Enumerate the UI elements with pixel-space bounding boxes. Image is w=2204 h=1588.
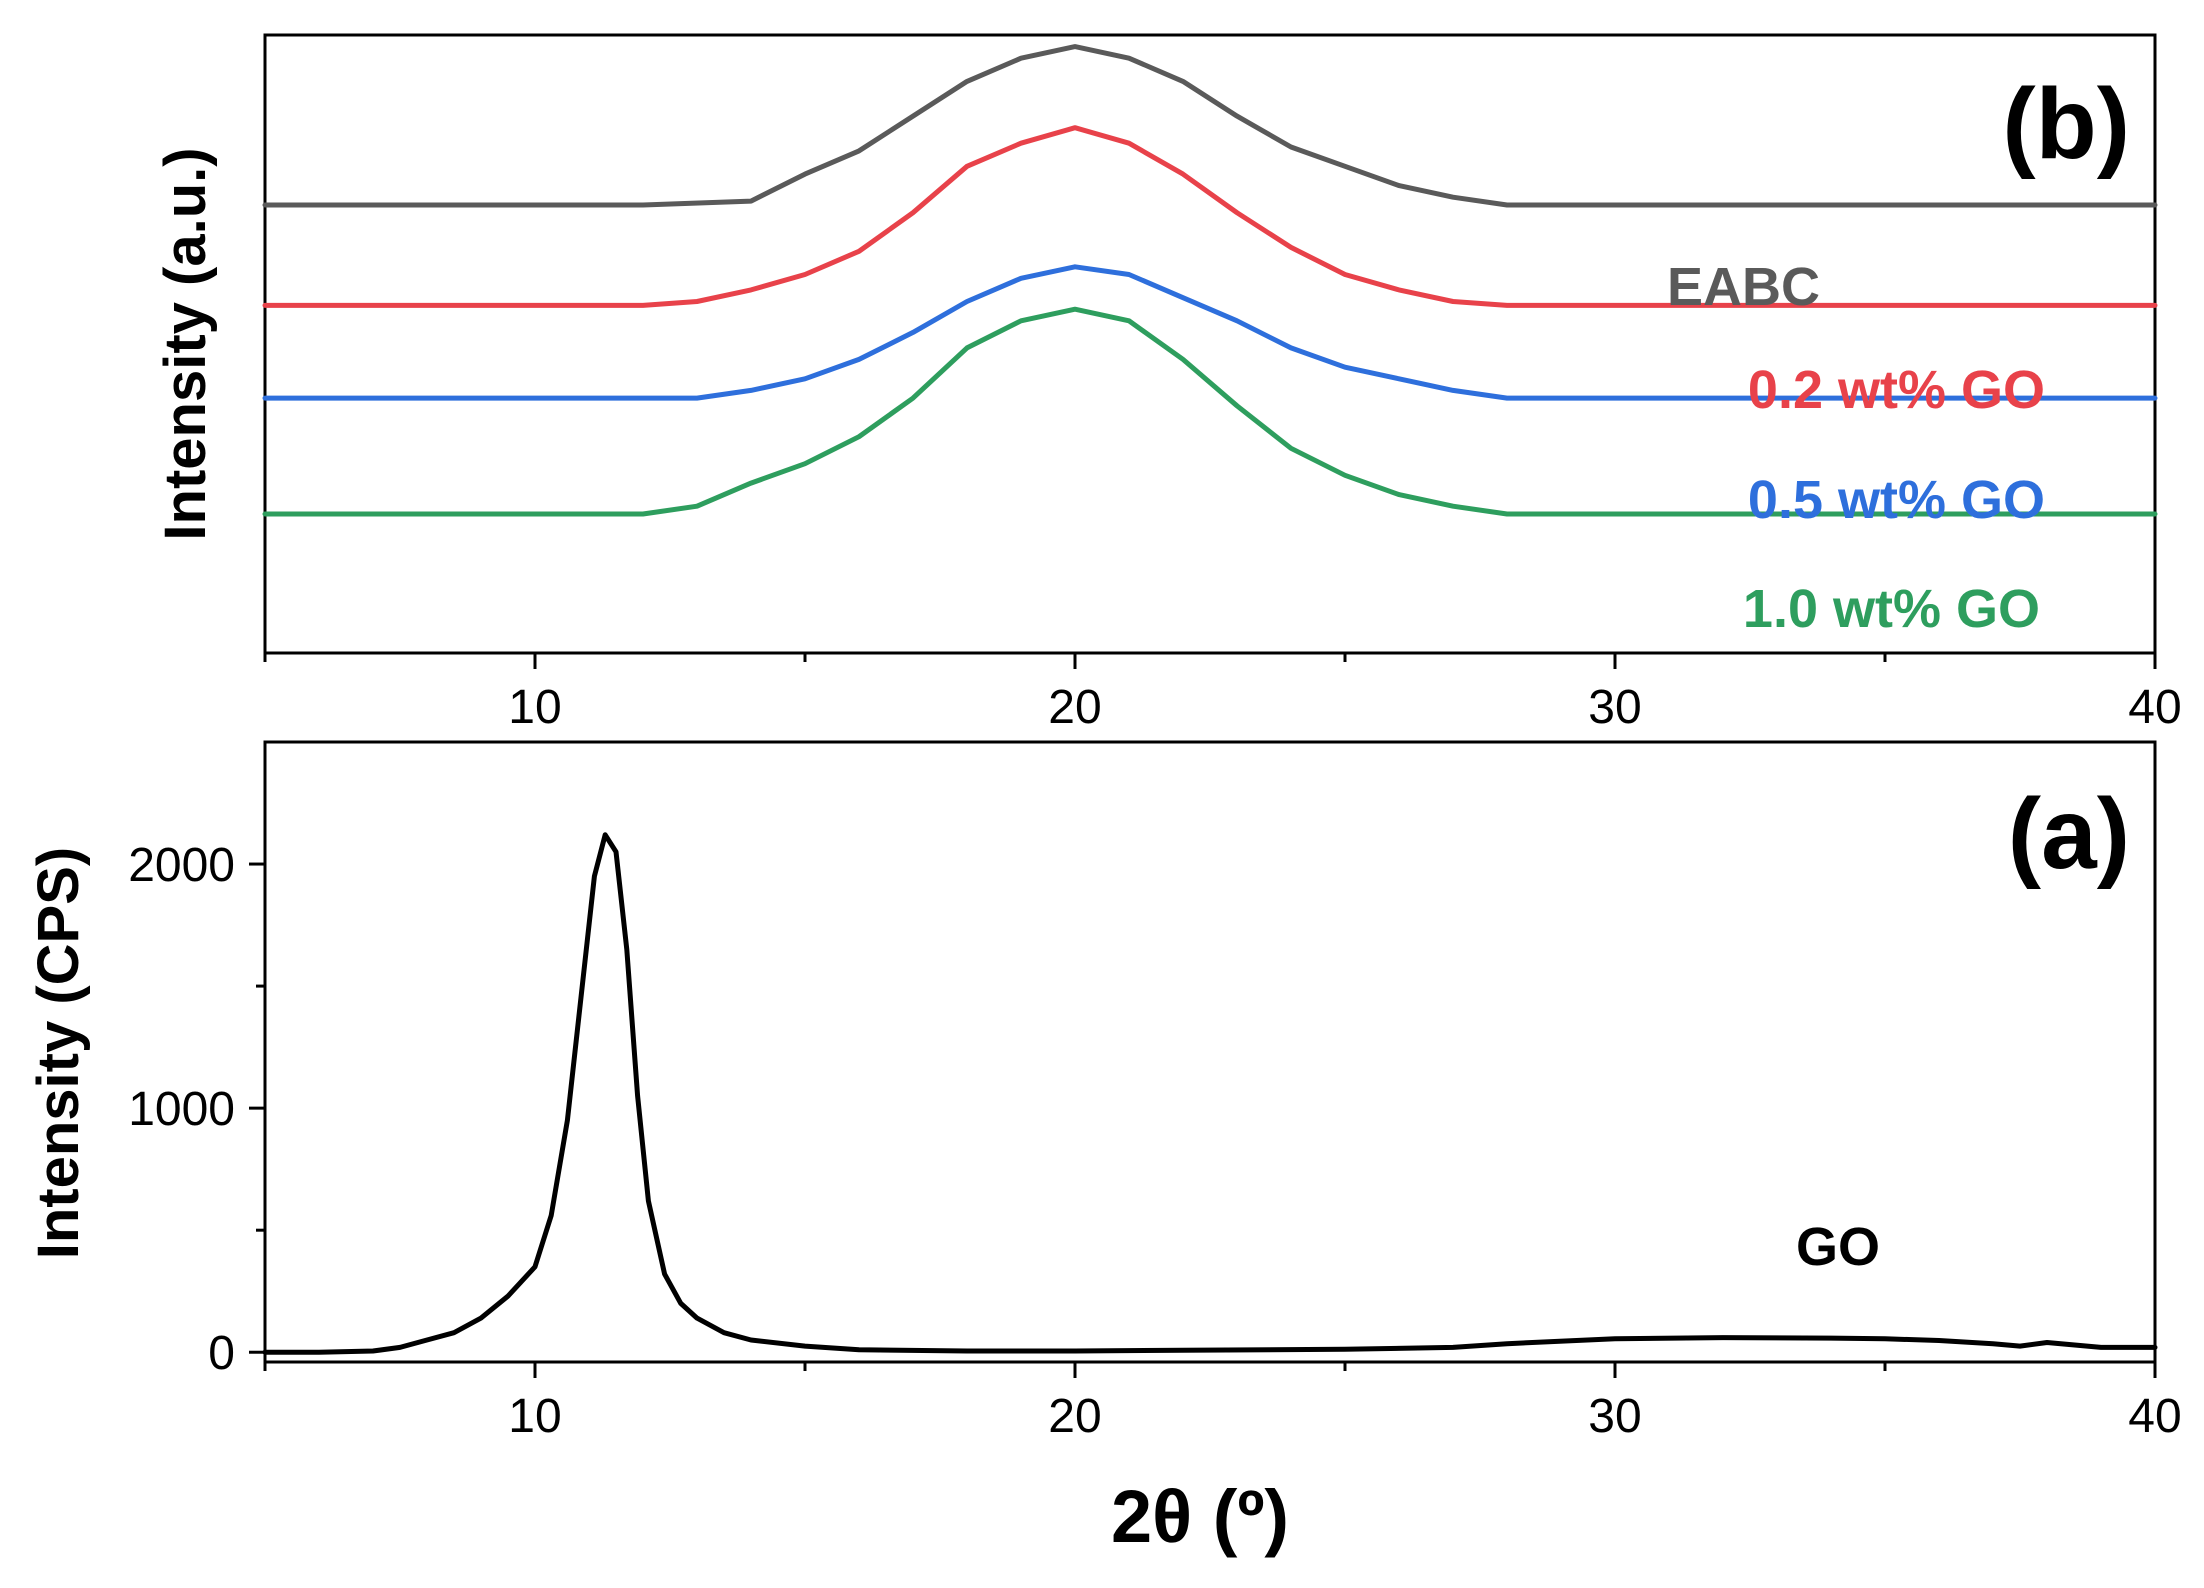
x-tick-label-40: 40 xyxy=(2128,681,2181,734)
panel-a-y-axis-title: Intensity (CPS) xyxy=(26,847,91,1260)
x-tick-label-20: 20 xyxy=(1048,1390,1101,1443)
series-label-0-5-wt-go: 0.5 wt% GO xyxy=(1748,470,2045,530)
y-tick-label-0: 0 xyxy=(208,1327,235,1380)
x-tick-label-10: 10 xyxy=(508,681,561,734)
x-tick-label-40: 40 xyxy=(2128,1390,2181,1443)
panel-b-tag: (b) xyxy=(2002,68,2130,180)
panel-a-series-labels: GO xyxy=(1796,1217,1880,1277)
series-line-1-0-wt-go xyxy=(262,306,2158,517)
panel-b-xrd-composites: 10 20 30 40 EABC 0.2 wt% GO 0.5 wt% GO 1.0 wt%… xyxy=(153,33,2182,734)
series-label-0-2-wt-go: 0.2 wt% GO xyxy=(1748,360,2045,420)
panel-a-tag: (a) xyxy=(2008,778,2130,890)
x-tick-label-10: 10 xyxy=(508,1390,561,1443)
panel-b-series-labels: EABC 0.2 wt% GO 0.5 wt% GO 1.0 wt% GO xyxy=(1667,257,2045,639)
series-line-go xyxy=(262,832,2158,1355)
panel-a-xrd-go: 10 20 30 40 0 1000 2000 GO (a) Intensity (CPS)… xyxy=(26,740,2182,1558)
series-label-eabc: EABC xyxy=(1667,257,1820,317)
y-tick-label-2000: 2000 xyxy=(128,839,235,892)
panel-a-series xyxy=(262,832,2158,1355)
series-label-1-0-wt-go: 1.0 wt% GO xyxy=(1743,579,2040,639)
panel-b-y-axis-title: Intensity (a.u.) xyxy=(153,147,218,540)
series-label-go: GO xyxy=(1796,1217,1880,1277)
panel-b-series xyxy=(262,44,2158,517)
x-tick-label-30: 30 xyxy=(1588,1390,1641,1443)
panel-b-ticks: 10 20 30 40 xyxy=(263,653,2182,734)
x-axis-title: 2θ (º) xyxy=(1111,1475,1289,1558)
panel-a-frame xyxy=(263,740,2157,1364)
panel-b-frame xyxy=(263,33,2157,655)
series-line-0-2-wt-go xyxy=(262,125,2158,308)
x-tick-label-20: 20 xyxy=(1048,681,1101,734)
panel-a-ticks: 10 20 30 40 0 1000 2000 xyxy=(128,839,2181,1443)
y-tick-label-1000: 1000 xyxy=(128,1083,235,1136)
series-line-eabc xyxy=(262,44,2158,208)
series-line-0-5-wt-go xyxy=(262,264,2158,401)
x-tick-label-30: 30 xyxy=(1588,681,1641,734)
